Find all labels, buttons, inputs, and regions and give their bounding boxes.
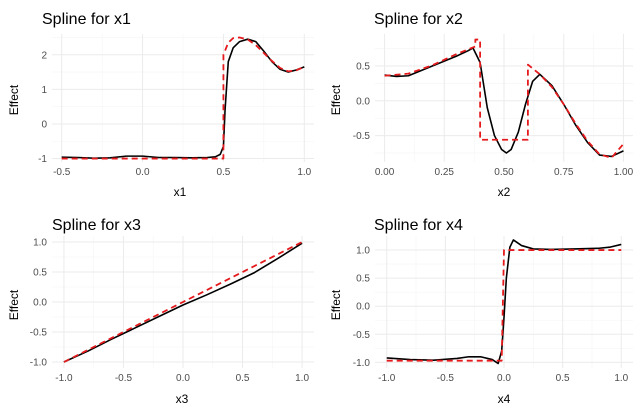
y-tick-label: 0.0	[356, 302, 370, 313]
y-tick-label: -1	[38, 154, 47, 165]
y-tick-label: 1.0	[33, 238, 47, 249]
x-axis-label: x3	[176, 392, 189, 406]
spline-estimate-line	[386, 239, 622, 365]
chart-panel-4: -1.0 -0.5 0.0 0.5 1.0 -1.0 -0.5 0.0 0.5 1.0 Spline…	[329, 217, 633, 406]
y-tick-label: -1.0	[353, 358, 371, 369]
x-tick-label: -0.5	[53, 167, 71, 178]
x-tick-label: 0.50	[494, 167, 514, 178]
y-tick-label: 0.5	[356, 62, 370, 73]
x-tick-label: 0.5	[236, 373, 250, 384]
y-tick-label: 0.5	[356, 274, 370, 285]
x-tick-label: 0.0	[176, 373, 190, 384]
y-tick-label: 0	[41, 119, 47, 130]
x-tick-label: 1.0	[295, 373, 309, 384]
true-function-line	[386, 249, 622, 362]
chart-title: Spline for x4	[374, 217, 463, 234]
x-tick-label: -0.5	[115, 373, 133, 384]
y-tick-label: 2	[41, 50, 47, 61]
x-axis-label: x4	[498, 392, 511, 406]
true-function-line	[61, 36, 305, 160]
y-axis-label: Effect	[329, 289, 343, 320]
y-axis-label: Effect	[7, 84, 21, 115]
x-tick-label: 0.25	[435, 167, 455, 178]
y-axis-label: Effect	[7, 289, 21, 320]
true-function-line	[63, 241, 303, 363]
x-axis-label: x2	[498, 185, 511, 199]
x-tick-label: -1.0	[55, 373, 73, 384]
chart-title: Spline for x3	[52, 217, 141, 234]
y-tick-label: 1.0	[356, 246, 370, 257]
y-tick-label: 1	[41, 85, 47, 96]
x-axis-label: x1	[174, 185, 187, 199]
x-tick-label: 0.75	[554, 167, 574, 178]
chart-panel-1: -0.5 0.0 0.5 1.0 -1 0 1 2 Spline for x1 x1 Effect	[7, 11, 314, 199]
x-tick-label: 0.0	[136, 167, 150, 178]
chart-title: Spline for x1	[42, 11, 131, 28]
y-tick-label: 0.0	[33, 298, 47, 309]
x-tick-label: 0.5	[216, 167, 230, 178]
chart-panel-3: -1.0 -0.5 0.0 0.5 1.0 -1.0 -0.5 0.0 0.5 1.0 Spline…	[7, 217, 314, 406]
y-axis-label: Effect	[329, 84, 343, 115]
x-tick-label: 0.0	[497, 373, 511, 384]
y-tick-label: -0.5	[30, 328, 48, 339]
x-tick-label: -0.5	[437, 373, 455, 384]
x-tick-label: -1.0	[378, 373, 396, 384]
y-tick-label: -0.5	[353, 131, 371, 142]
x-tick-label: 0.00	[375, 167, 395, 178]
chart-title: Spline for x2	[374, 11, 463, 28]
x-tick-label: 1.00	[614, 167, 634, 178]
y-tick-label: -0.5	[353, 330, 371, 341]
y-tick-label: 0.0	[356, 96, 370, 107]
chart-panel-2: 0.00 0.25 0.50 0.75 1.00 -0.5 0.0 0.5 Spline for…	[329, 11, 634, 199]
y-tick-label: 0.5	[33, 268, 47, 279]
spline-estimate-line	[63, 242, 303, 363]
true-function-line	[384, 38, 625, 159]
x-tick-label: 1.0	[614, 373, 628, 384]
x-tick-label: 0.5	[556, 373, 570, 384]
x-tick-label: 1.0	[297, 167, 311, 178]
y-tick-label: -1.0	[30, 358, 48, 369]
